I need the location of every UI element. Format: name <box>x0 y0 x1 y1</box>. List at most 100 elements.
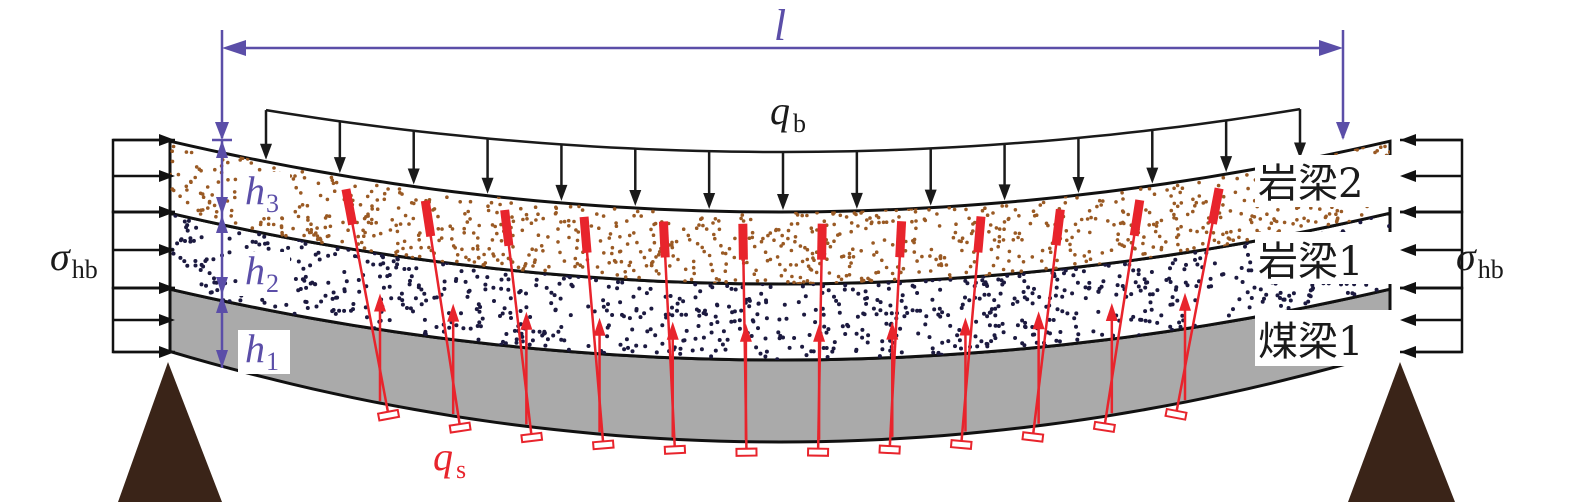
rock-1-dot <box>604 308 609 313</box>
rock-2-dot <box>1221 175 1226 180</box>
rock-1-dot <box>930 346 935 351</box>
rock-1-dot <box>1307 293 1312 298</box>
rock-2-dot <box>171 144 176 149</box>
rock-2-dot <box>618 235 622 239</box>
rock-2-dot <box>847 255 852 259</box>
bolt-head <box>500 209 514 247</box>
rock-2-dot <box>170 149 174 153</box>
support-arrow-head <box>593 317 606 336</box>
rock-2-dot <box>1011 238 1016 242</box>
rock-1-dot <box>996 277 1001 282</box>
rock-2-dot <box>745 260 749 265</box>
rock-2-dot <box>741 219 746 223</box>
rock-1-dot <box>747 298 752 303</box>
rock-2-dot <box>789 248 794 253</box>
rock-1-dot <box>1120 284 1125 288</box>
rock-2-dot <box>1175 204 1180 209</box>
rock-1-dot <box>1310 287 1315 292</box>
rock-1-dot <box>764 298 768 303</box>
rock-2-dot <box>369 249 374 253</box>
rock-1-dot <box>804 353 809 358</box>
rock-2-dot <box>1188 228 1193 233</box>
rock-2-dot <box>476 236 480 240</box>
rock-2-dot <box>614 221 618 225</box>
bolt-head <box>1207 187 1224 225</box>
rock-2-dot <box>754 268 758 273</box>
top-load-arrow-head <box>998 184 1011 201</box>
rock-1-dot <box>483 287 488 292</box>
rock-2-dot <box>520 228 525 233</box>
rock-1-dot <box>826 327 831 332</box>
rock-2-dot <box>617 249 622 254</box>
rock-2-dot <box>1064 229 1069 233</box>
rock-1-dot <box>191 238 196 243</box>
rock-2-dot <box>1277 229 1281 233</box>
top-load-arrow-head <box>629 190 642 207</box>
rock-2-dot <box>947 205 951 210</box>
bolt-rod <box>427 222 462 428</box>
rock-2-dot <box>580 265 585 269</box>
rock-1-dot <box>709 330 714 335</box>
side-stress-head <box>1400 282 1416 294</box>
rock-2-dot <box>1225 242 1230 246</box>
rock-2-dot <box>778 262 782 267</box>
rock-2-dot <box>1065 238 1069 243</box>
rock-2-dot <box>226 178 230 182</box>
rock-1-dot <box>878 300 883 305</box>
rock-1-dot <box>1115 283 1120 288</box>
rock-2-dot <box>516 265 521 270</box>
rock-1-dot <box>260 297 265 302</box>
rock-2-dot <box>363 230 367 235</box>
rock-2-dot <box>451 244 456 248</box>
rock-1-dot <box>179 237 184 242</box>
rock-2-dot <box>959 239 963 244</box>
rock-2-dot <box>468 199 473 204</box>
rock-1-dot <box>1258 287 1263 292</box>
rock-2-dot <box>991 263 996 268</box>
rock-1-dot <box>1248 260 1253 265</box>
rock-2-dot <box>476 247 480 251</box>
rock-2-dot <box>521 217 525 222</box>
rock-2-dot <box>533 205 538 209</box>
rock-2-dot <box>610 251 614 256</box>
rock-1-dot <box>233 279 238 284</box>
top-load-arrow-head <box>703 193 716 210</box>
rock-1-dot <box>477 309 482 314</box>
rock-1-dot <box>1026 285 1031 290</box>
rock-2-dot <box>815 210 819 215</box>
rock-2-dot <box>814 270 819 275</box>
rock-1-dot <box>618 342 623 347</box>
rock-2-dot <box>627 233 632 238</box>
rock-2-dot <box>1019 269 1024 274</box>
rock-2-dot <box>297 205 302 209</box>
rock-1-dot <box>395 256 400 261</box>
rock-2-dot <box>1004 204 1009 208</box>
rock-1-dot <box>775 357 780 360</box>
rock-2-dot <box>1180 186 1185 190</box>
rock-2-dot <box>1142 235 1146 239</box>
rock-2-dot <box>954 222 958 226</box>
bottom-load-label-sub: s <box>456 455 466 484</box>
rock-1-dot <box>461 326 466 331</box>
rock-1-dot <box>549 290 554 295</box>
rock-1-dot <box>729 319 734 324</box>
rock-1-dot <box>1175 298 1180 303</box>
rock-1-dot <box>1206 284 1211 289</box>
rock-1-dot <box>400 302 405 307</box>
rock-1-dot <box>1212 261 1217 266</box>
rock-1-dot <box>800 284 805 289</box>
rock-2-dot <box>805 247 810 252</box>
rock-1-dot <box>759 291 764 296</box>
rock-1-dot <box>888 303 893 308</box>
h1-label-sub: 1 <box>266 347 279 376</box>
rock-2-dot <box>1112 223 1116 227</box>
rock-2-dot <box>964 270 969 275</box>
rock-1-dot <box>1252 285 1257 290</box>
rock-2-dot <box>632 231 636 235</box>
rock-2-dot <box>779 244 783 248</box>
h3-label-sub: 3 <box>266 189 279 218</box>
rock-2-dot <box>541 249 545 253</box>
rock-2-dot <box>369 221 374 226</box>
rock-1-dot <box>1021 272 1026 276</box>
rock-2-dot <box>259 220 263 225</box>
